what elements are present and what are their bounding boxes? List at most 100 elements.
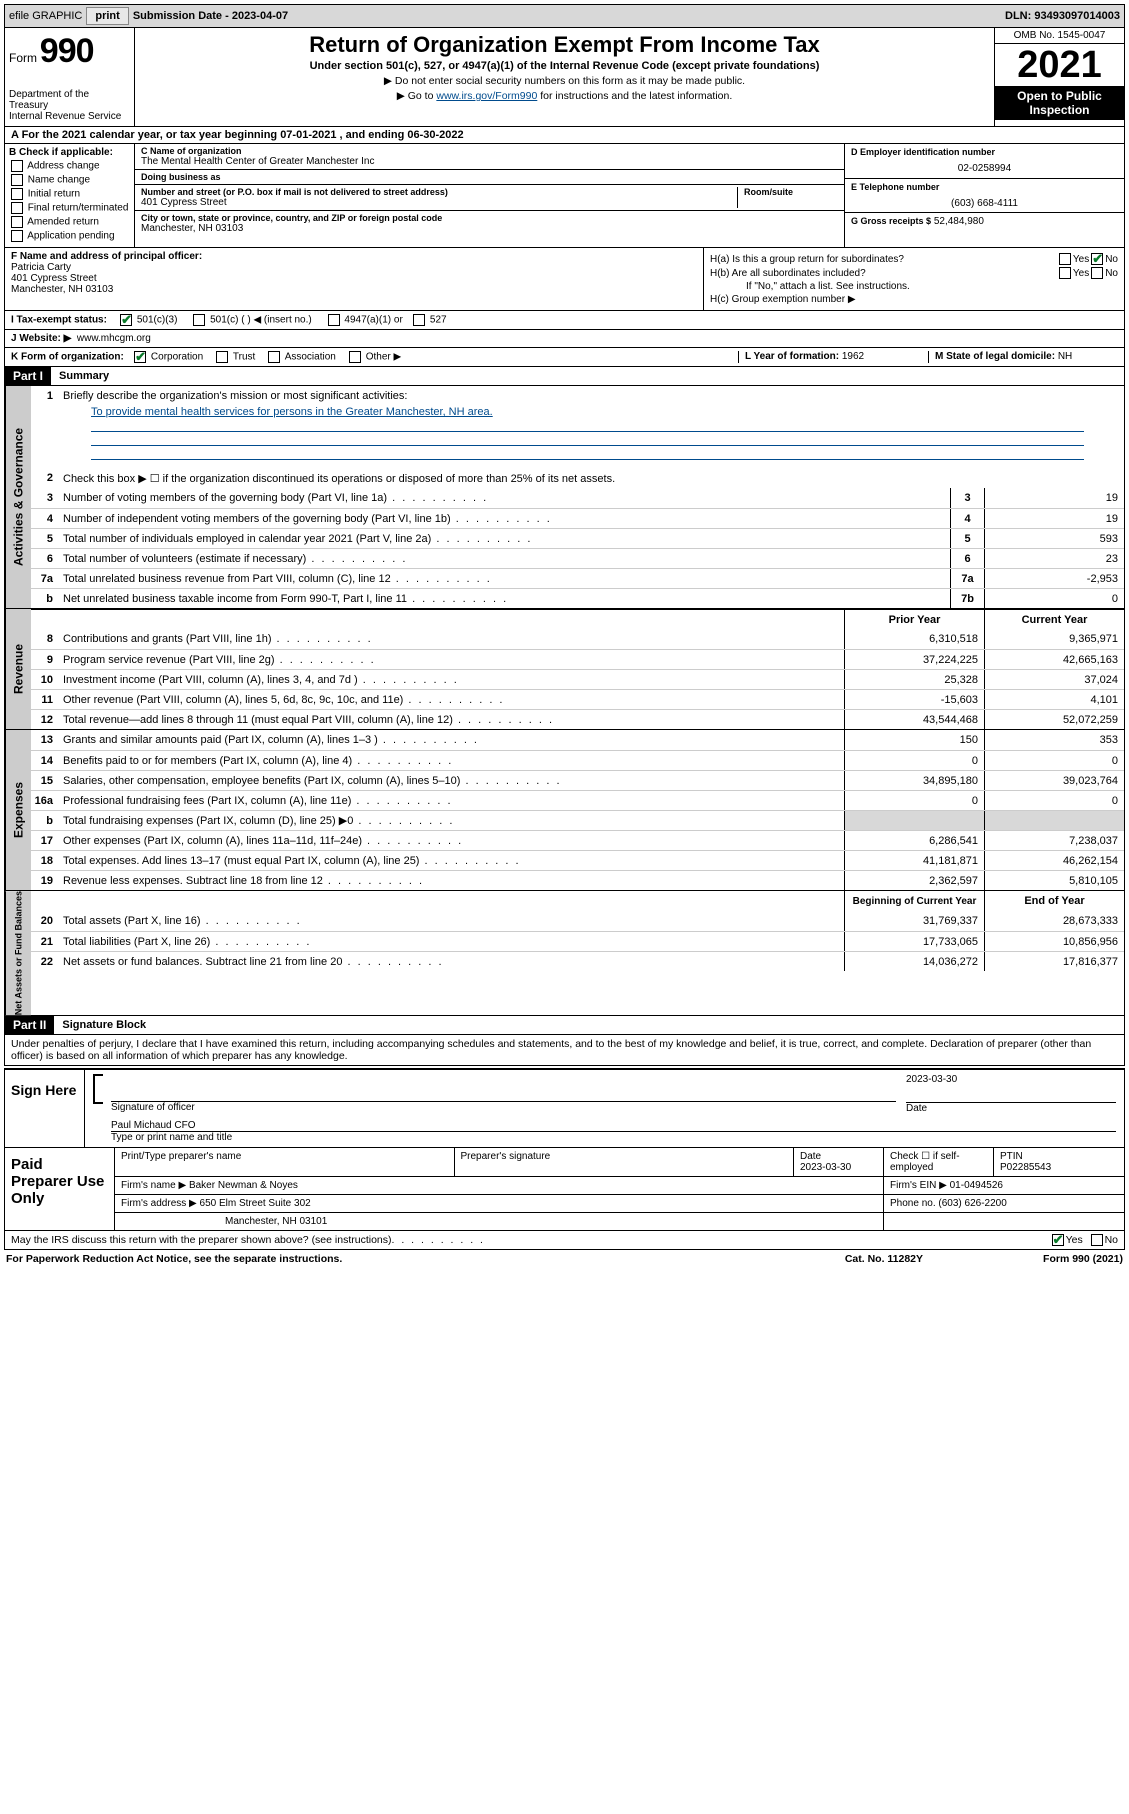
sign-here-block: Sign Here Signature of officer 2023-03-3… [4,1068,1125,1148]
date-line [906,1085,1116,1103]
sign-here-label: Sign Here [5,1070,85,1147]
h-b-label: H(b) Are all subordinates included? [710,268,866,279]
website-label: J Website: ▶ [11,333,71,344]
chk-4947[interactable] [328,314,340,326]
firm-ein: 01-0494526 [950,1180,1003,1191]
chk-527[interactable] [413,314,425,326]
row-i: I Tax-exempt status: 501(c)(3) 501(c) ( … [4,311,1125,330]
sig-date-value: 2023-03-30 [906,1074,1116,1085]
chk-corporation[interactable] [134,351,146,363]
irs-link[interactable]: www.irs.gov/Form990 [436,90,537,102]
col-prior-year: Prior Year [844,610,984,629]
print-button[interactable]: print [86,7,128,25]
col-d-e-g: D Employer identification number 02-0258… [844,144,1124,247]
org-name-cell: C Name of organization The Mental Health… [135,144,844,170]
chk-name-change[interactable]: Name change [9,174,130,186]
org-name-label: C Name of organization [141,146,838,156]
org-name: The Mental Health Center of Greater Manc… [141,156,838,167]
col-b-header: B Check if applicable: [9,147,130,158]
sig-date-label: Date [906,1103,1116,1114]
dba-cell: Doing business as [135,170,844,185]
state-domicile-label: M State of legal domicile: [935,351,1055,362]
h-b-no[interactable] [1091,267,1103,279]
gross-receipts-value: 52,484,980 [934,216,984,227]
officer-addr1: 401 Cypress Street [11,273,697,284]
chk-other[interactable] [349,351,361,363]
h-a-no[interactable] [1091,253,1103,265]
city-state-zip: Manchester, NH 03103 [141,223,838,234]
form-header: Form 990 Department of the Treasury Inte… [4,28,1125,127]
discuss-yes[interactable] [1052,1234,1064,1246]
line-19: 19Revenue less expenses. Subtract line 1… [31,870,1124,890]
room-label: Room/suite [744,187,838,197]
mission-text: To provide mental health services for pe… [31,406,1124,418]
discuss-no[interactable] [1091,1234,1103,1246]
h-a-yes[interactable] [1059,253,1071,265]
inspection-line2: Inspection [997,103,1122,117]
ssn-note: ▶ Do not enter social security numbers o… [141,75,988,87]
h-b-yes[interactable] [1059,267,1071,279]
row-j: J Website: ▶ www.mhcgm.org [4,330,1125,348]
tab-governance: Activities & Governance [5,386,31,608]
header-left: Form 990 Department of the Treasury Inte… [5,28,135,126]
gov-line-3: 3Number of voting members of the governi… [31,488,1124,508]
phone-value: (603) 668-4111 [851,198,1118,209]
self-employed-cell: Check ☐ if self-employed [884,1148,994,1176]
line-21: 21Total liabilities (Part X, line 26)17,… [31,931,1124,951]
discuss-label: May the IRS discuss this return with the… [11,1234,392,1246]
firm-ein-label: Firm's EIN ▶ [890,1180,947,1191]
q1-label: Briefly describe the organization's miss… [59,388,1124,404]
chk-501c3[interactable] [120,314,132,326]
chk-initial-return[interactable]: Initial return [9,188,130,200]
chk-association[interactable] [268,351,280,363]
tax-year: 2021 [995,44,1124,86]
chk-trust[interactable] [216,351,228,363]
part2-header-row: Part II Signature Block [4,1016,1125,1035]
officer-name: Patricia Carty [11,262,697,273]
chk-application-pending[interactable]: Application pending [9,230,130,242]
line-11: 11Other revenue (Part VIII, column (A), … [31,689,1124,709]
part2-badge: Part II [5,1016,54,1034]
chk-final-return[interactable]: Final return/terminated [9,202,130,214]
line-17: 17Other expenses (Part IX, column (A), l… [31,830,1124,850]
bracket-icon [93,1074,103,1104]
line-b: bTotal fundraising expenses (Part IX, co… [31,810,1124,830]
col-h: H(a) Is this a group return for subordin… [704,248,1124,310]
gov-line-7a: 7aTotal unrelated business revenue from … [31,568,1124,588]
state-domicile-value: NH [1058,351,1072,362]
tab-revenue: Revenue [5,609,31,729]
form-title: Return of Organization Exempt From Incom… [141,32,988,58]
dots [392,1234,485,1246]
firm-addr-label: Firm's address ▶ [121,1198,197,1209]
tab-net-assets: Net Assets or Fund Balances [5,891,31,1015]
row-k: K Form of organization: Corporation Trus… [4,348,1125,367]
gov-line-b: bNet unrelated business taxable income f… [31,588,1124,608]
chk-501c[interactable] [193,314,205,326]
street-address: 401 Cypress Street [141,197,731,208]
line-16a: 16aProfessional fundraising fees (Part I… [31,790,1124,810]
pra-notice: For Paperwork Reduction Act Notice, see … [6,1253,342,1265]
line-12: 12Total revenue—add lines 8 through 11 (… [31,709,1124,729]
h-c-label: H(c) Group exemption number ▶ [710,294,856,305]
dept-treasury: Department of the Treasury [9,89,130,111]
chk-amended-return[interactable]: Amended return [9,216,130,228]
dln: DLN: 93493097014003 [1005,10,1120,22]
perjury-declaration: Under penalties of perjury, I declare th… [4,1035,1125,1066]
ptin-value: P02285543 [1000,1162,1118,1173]
form-number: 990 [40,32,94,70]
form-org-label: K Form of organization: [11,352,124,363]
paid-preparer-block: Paid Preparer Use Only Print/Type prepar… [4,1148,1125,1231]
prep-name-label: Print/Type preparer's name [121,1151,448,1162]
gov-line-4: 4Number of independent voting members of… [31,508,1124,528]
year-formation-label: L Year of formation: [745,351,839,362]
chk-address-change[interactable]: Address change [9,160,130,172]
goto-note: ▶ Go to www.irs.gov/Form990 for instruct… [141,90,988,102]
header-right: OMB No. 1545-0047 2021 Open to Public In… [994,28,1124,126]
blank-line [91,420,1084,432]
line-a: A For the 2021 calendar year, or tax yea… [4,127,1125,144]
firm-phone-label: Phone no. [890,1198,936,1209]
ein-label: D Employer identification number [851,147,1118,157]
section-b-to-g: B Check if applicable: Address change Na… [4,144,1125,248]
col-f: F Name and address of principal officer:… [5,248,704,310]
line-10: 10Investment income (Part VIII, column (… [31,669,1124,689]
